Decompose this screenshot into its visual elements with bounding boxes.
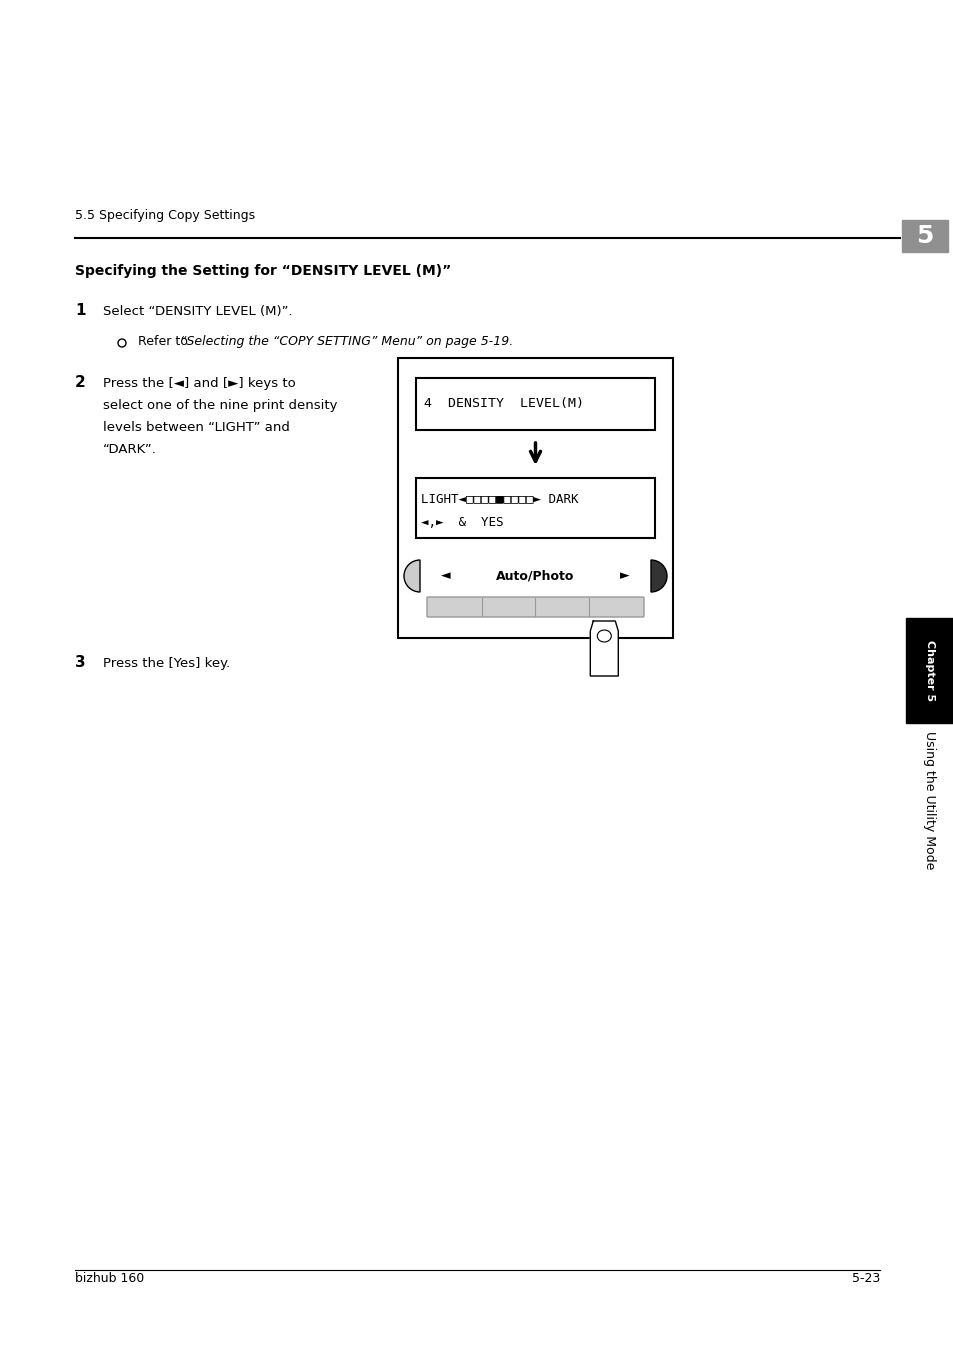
- Text: 5-23: 5-23: [851, 1273, 879, 1285]
- FancyBboxPatch shape: [901, 220, 947, 253]
- FancyBboxPatch shape: [427, 597, 643, 617]
- FancyBboxPatch shape: [905, 617, 953, 723]
- Text: “Selecting the “COPY SETTING” Menu” on page 5-19.: “Selecting the “COPY SETTING” Menu” on p…: [180, 335, 513, 349]
- Text: Chapter 5: Chapter 5: [924, 640, 934, 701]
- Text: ◄: ◄: [440, 570, 451, 582]
- Text: levels between “LIGHT” and: levels between “LIGHT” and: [103, 422, 290, 434]
- Text: select one of the nine print density: select one of the nine print density: [103, 399, 337, 412]
- Text: Select “DENSITY LEVEL (M)”.: Select “DENSITY LEVEL (M)”.: [103, 305, 293, 317]
- Text: LIGHT◄□□□□■□□□□► DARK: LIGHT◄□□□□■□□□□► DARK: [420, 493, 578, 505]
- Text: ◄,►  &  YES: ◄,► & YES: [420, 516, 503, 530]
- Text: Press the [◄] and [►] keys to: Press the [◄] and [►] keys to: [103, 377, 295, 390]
- Ellipse shape: [597, 630, 611, 642]
- Text: 4  DENSITY  LEVEL(M): 4 DENSITY LEVEL(M): [423, 397, 583, 411]
- Text: Refer to: Refer to: [138, 335, 192, 349]
- Text: 3: 3: [75, 655, 86, 670]
- Ellipse shape: [118, 339, 126, 347]
- Text: Using the Utility Mode: Using the Utility Mode: [923, 731, 936, 869]
- Text: 5: 5: [915, 224, 933, 249]
- Text: ►: ►: [619, 570, 629, 582]
- Text: Auto/Photo: Auto/Photo: [496, 570, 574, 582]
- FancyBboxPatch shape: [416, 378, 655, 430]
- Text: “DARK”.: “DARK”.: [103, 443, 156, 457]
- FancyBboxPatch shape: [397, 358, 672, 638]
- Text: 1: 1: [75, 303, 86, 317]
- Wedge shape: [650, 561, 666, 592]
- Text: Specifying the Setting for “DENSITY LEVEL (M)”: Specifying the Setting for “DENSITY LEVE…: [75, 263, 451, 278]
- Wedge shape: [403, 561, 419, 592]
- FancyBboxPatch shape: [416, 478, 655, 538]
- Text: Press the [Yes] key.: Press the [Yes] key.: [103, 657, 230, 670]
- Text: bizhub 160: bizhub 160: [75, 1273, 144, 1285]
- Polygon shape: [590, 621, 618, 676]
- Text: 2: 2: [75, 376, 86, 390]
- Text: 5.5 Specifying Copy Settings: 5.5 Specifying Copy Settings: [75, 209, 254, 222]
